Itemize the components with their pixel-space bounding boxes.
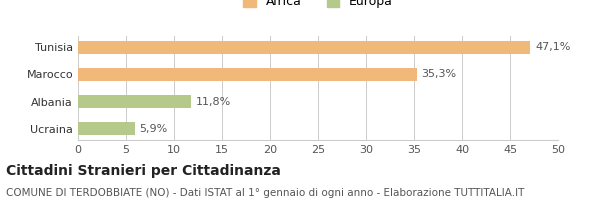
Text: 47,1%: 47,1% bbox=[535, 42, 571, 52]
Text: 5,9%: 5,9% bbox=[139, 124, 167, 134]
Text: 11,8%: 11,8% bbox=[196, 97, 232, 107]
Bar bbox=[78, 122, 134, 135]
Text: 35,3%: 35,3% bbox=[422, 69, 457, 79]
Text: Cittadini Stranieri per Cittadinanza: Cittadini Stranieri per Cittadinanza bbox=[6, 164, 281, 178]
Text: COMUNE DI TERDOBBIATE (NO) - Dati ISTAT al 1° gennaio di ogni anno - Elaborazion: COMUNE DI TERDOBBIATE (NO) - Dati ISTAT … bbox=[6, 188, 524, 198]
Bar bbox=[78, 95, 191, 108]
Legend: Africa, Europa: Africa, Europa bbox=[238, 0, 398, 13]
Bar bbox=[78, 41, 530, 54]
Bar bbox=[78, 68, 417, 81]
